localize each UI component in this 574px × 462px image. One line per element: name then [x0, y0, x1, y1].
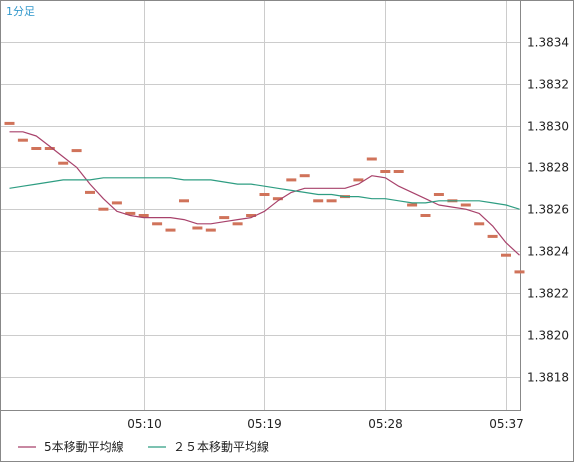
price-mark — [286, 178, 297, 182]
legend-ma25-label: ２５本移動平均線 — [173, 439, 269, 454]
price-mark — [313, 199, 324, 203]
price-mark — [192, 226, 203, 230]
price-mark — [58, 161, 69, 165]
y-tick-label: 1.3830 — [527, 120, 569, 134]
price-mark — [299, 174, 310, 178]
y-tick-label: 1.3826 — [527, 203, 569, 217]
price-mark — [71, 149, 82, 153]
y-tick-label: 1.3820 — [527, 329, 569, 343]
price-mark — [4, 121, 15, 125]
y-tick-label: 1.3824 — [527, 245, 569, 259]
price-mark — [420, 214, 431, 217]
y-axis-ticks: 1.3834 1.3832 1.3830 1.3828 1.3826 1.3824 1.38… — [527, 36, 569, 385]
price-mark — [353, 178, 364, 182]
price-mark — [44, 147, 55, 150]
price-mark — [138, 214, 149, 217]
price-mark — [474, 222, 485, 226]
price-mark — [246, 214, 257, 217]
price-mark — [111, 201, 122, 205]
price-mark — [326, 199, 337, 203]
x-tick-label: 05:37 — [489, 417, 524, 431]
legend: 5本移動平均線 ２５本移動平均線 — [18, 439, 269, 454]
ma25-line — [9, 177, 520, 210]
price-mark — [98, 207, 109, 211]
price-mark — [460, 203, 471, 207]
y-tick-label: 1.3822 — [527, 287, 569, 301]
y-tick-label: 1.3828 — [527, 161, 569, 175]
price-mark — [272, 197, 283, 201]
price-mark — [393, 170, 404, 173]
price-mark — [165, 228, 176, 232]
price-mark — [205, 228, 216, 232]
x-tick-label: 05:10 — [127, 417, 162, 431]
y-tick-label: 1.3832 — [527, 78, 569, 92]
price-mark — [259, 193, 270, 196]
price-mark — [125, 211, 136, 215]
price-mark — [232, 222, 243, 226]
price-mark — [31, 147, 42, 150]
x-axis-ticks: 05:10 05:19 05:28 05:37 — [127, 417, 524, 431]
legend-ma5-label: 5本移動平均線 — [44, 439, 124, 454]
price-mark — [366, 157, 377, 161]
x-tick-label: 05:19 — [247, 417, 282, 431]
x-tick-label: 05:28 — [368, 417, 403, 431]
timeframe-label: 1分足 — [6, 5, 35, 18]
y-tick-label: 1.3818 — [527, 371, 569, 385]
price-mark — [407, 203, 418, 207]
price-mark — [514, 270, 525, 274]
price-mark — [487, 234, 498, 238]
price-mark — [380, 170, 391, 173]
moving-average-lines — [9, 131, 520, 256]
price-mark — [433, 193, 444, 196]
y-tick-label: 1.3834 — [527, 36, 569, 50]
price-mark — [179, 199, 189, 203]
price-mark — [85, 190, 95, 194]
price-mark — [501, 253, 511, 257]
price-mark — [152, 222, 163, 226]
price-mark — [17, 138, 28, 142]
price-mark — [219, 216, 230, 220]
ma5-line — [9, 131, 520, 256]
